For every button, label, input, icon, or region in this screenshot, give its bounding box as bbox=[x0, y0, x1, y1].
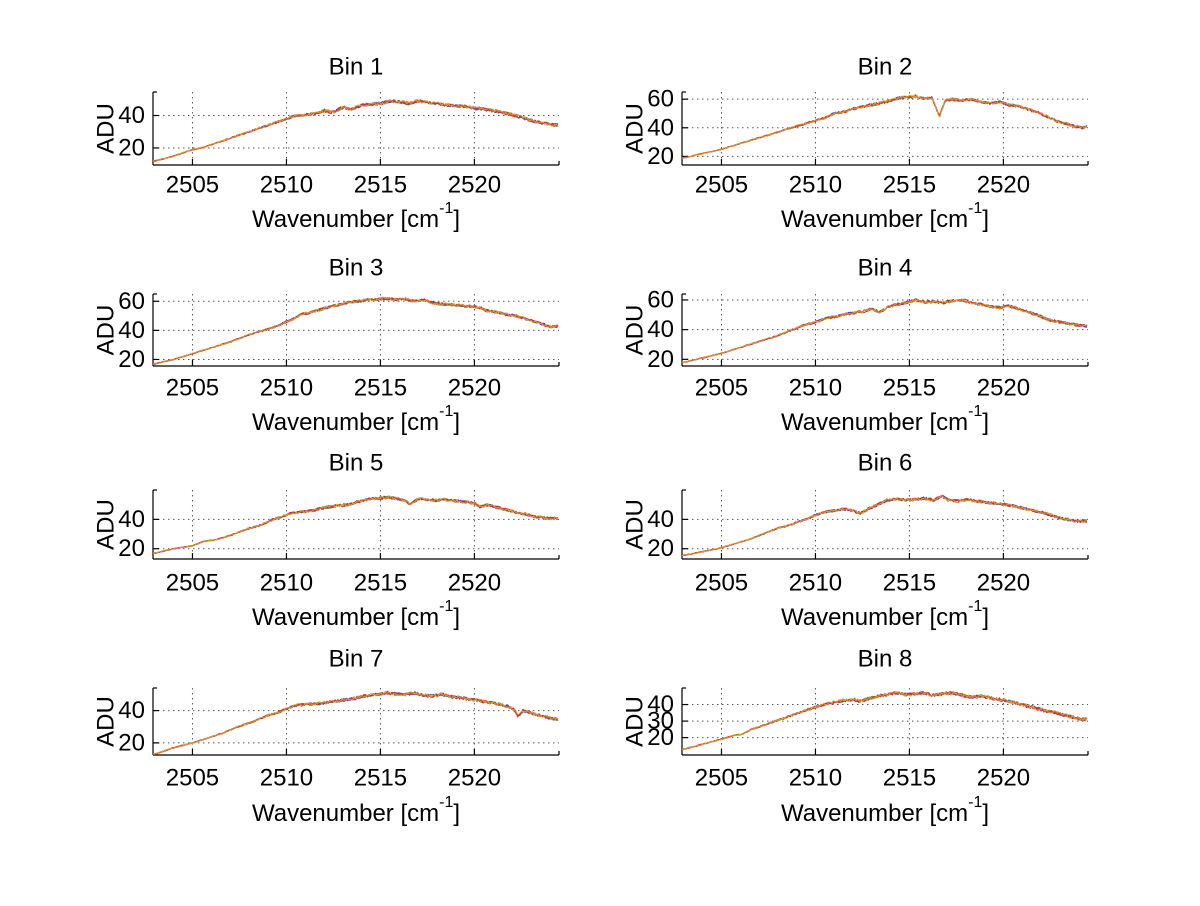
y-tick-label: 40 bbox=[647, 691, 674, 718]
subplot-title: Bin 3 bbox=[329, 255, 384, 282]
spectrum-trace bbox=[681, 691, 1088, 750]
x-axis-label: Wavenumber [cm-1] bbox=[252, 200, 460, 233]
x-tick-label: 2505 bbox=[695, 375, 748, 402]
spectrum-trace bbox=[681, 94, 1088, 159]
x-tick-label: 2510 bbox=[789, 375, 842, 402]
spectrum-trace bbox=[681, 494, 1088, 557]
x-tick-label: 2510 bbox=[789, 765, 842, 792]
y-tick-label: 30 bbox=[647, 708, 674, 735]
x-tick-label: 2515 bbox=[883, 172, 936, 199]
x-tick-label: 2515 bbox=[354, 570, 407, 597]
spectrum-trace bbox=[152, 495, 559, 554]
x-axis-label: Wavenumber [cm-1] bbox=[252, 598, 460, 631]
y-tick-label: 40 bbox=[647, 316, 674, 343]
x-tick-label: 2515 bbox=[883, 765, 936, 792]
x-tick-label: 2510 bbox=[789, 172, 842, 199]
y-tick-label: 40 bbox=[647, 114, 674, 141]
y-axis-label: ADU bbox=[622, 305, 649, 356]
y-tick-label: 40 bbox=[118, 697, 145, 724]
y-tick-label: 20 bbox=[647, 724, 674, 751]
subplot-bin-1: 2505 2510 2515 2520 20 40 Bin 1 ADU Wavenumber [… bbox=[93, 54, 560, 233]
subplot-title: Bin 6 bbox=[858, 450, 913, 477]
x-axis-label: Wavenumber [cm-1] bbox=[781, 794, 989, 827]
y-axis-label: ADU bbox=[93, 696, 120, 747]
x-axis-label: Wavenumber [cm-1] bbox=[252, 403, 460, 436]
x-tick-label: 2520 bbox=[448, 570, 501, 597]
y-axis-label: ADU bbox=[622, 499, 649, 550]
y-tick-label: 60 bbox=[647, 286, 674, 313]
x-tick-label: 2505 bbox=[695, 570, 748, 597]
x-axis-label: Wavenumber [cm-1] bbox=[781, 403, 989, 436]
y-tick-label: 20 bbox=[647, 143, 674, 170]
subplot-title: Bin 2 bbox=[858, 54, 913, 81]
y-tick-label: 40 bbox=[118, 317, 145, 344]
x-tick-label: 2520 bbox=[977, 375, 1030, 402]
y-tick-label: 20 bbox=[118, 729, 145, 756]
x-axis-label: Wavenumber [cm-1] bbox=[781, 200, 989, 233]
x-tick-label: 2520 bbox=[977, 570, 1030, 597]
subplot-bin-4: 2505 2510 2515 2520 20 40 60 Bin 4 ADU Wavenumber… bbox=[622, 255, 1089, 436]
subplot-bin-7: 2505 2510 2515 2520 20 40 Bin 7 ADU Wavenumber [… bbox=[93, 646, 560, 827]
x-tick-label: 2520 bbox=[448, 375, 501, 402]
x-tick-label: 2505 bbox=[695, 765, 748, 792]
x-tick-label: 2505 bbox=[695, 172, 748, 199]
x-tick-label: 2510 bbox=[260, 375, 313, 402]
y-axis-label: ADU bbox=[93, 103, 120, 154]
subplot-title: Bin 7 bbox=[329, 646, 384, 673]
x-tick-label: 2515 bbox=[883, 375, 936, 402]
y-tick-label: 20 bbox=[118, 535, 145, 562]
x-axis-label: Wavenumber [cm-1] bbox=[781, 598, 989, 631]
y-axis-label: ADU bbox=[93, 499, 120, 550]
x-tick-label: 2505 bbox=[166, 570, 219, 597]
spectrum-trace bbox=[681, 298, 1088, 363]
x-tick-label: 2520 bbox=[977, 172, 1030, 199]
spectrum-trace bbox=[152, 691, 559, 755]
x-tick-label: 2515 bbox=[354, 375, 407, 402]
y-tick-label: 20 bbox=[647, 535, 674, 562]
y-tick-label: 20 bbox=[647, 346, 674, 373]
x-tick-label: 2520 bbox=[448, 172, 501, 199]
x-tick-label: 2505 bbox=[166, 765, 219, 792]
x-tick-label: 2505 bbox=[166, 375, 219, 402]
x-tick-label: 2510 bbox=[789, 570, 842, 597]
x-axis-label: Wavenumber [cm-1] bbox=[252, 794, 460, 827]
x-tick-label: 2510 bbox=[260, 570, 313, 597]
y-axis-label: ADU bbox=[93, 305, 120, 356]
y-tick-label: 20 bbox=[118, 134, 145, 161]
x-tick-label: 2505 bbox=[166, 172, 219, 199]
y-tick-label: 40 bbox=[647, 506, 674, 533]
x-tick-label: 2515 bbox=[883, 570, 936, 597]
y-axis-label: ADU bbox=[622, 103, 649, 154]
x-tick-label: 2520 bbox=[977, 765, 1030, 792]
y-tick-label: 60 bbox=[647, 86, 674, 113]
subplot-title: Bin 1 bbox=[329, 54, 384, 81]
subplot-title: Bin 8 bbox=[858, 646, 913, 673]
y-tick-label: 40 bbox=[118, 102, 145, 129]
x-tick-label: 2515 bbox=[354, 172, 407, 199]
subplot-title: Bin 4 bbox=[858, 255, 913, 282]
y-tick-label: 60 bbox=[118, 288, 145, 315]
spectrum-trace bbox=[152, 99, 559, 162]
x-tick-label: 2520 bbox=[448, 765, 501, 792]
spectrum-trace bbox=[152, 691, 559, 755]
y-axis-label: ADU bbox=[622, 696, 649, 747]
y-tick-label: 20 bbox=[118, 346, 145, 373]
spectrum-trace bbox=[152, 296, 559, 365]
x-tick-label: 2510 bbox=[260, 765, 313, 792]
subplot-title: Bin 5 bbox=[329, 450, 384, 477]
x-tick-label: 2515 bbox=[354, 765, 407, 792]
y-tick-label: 40 bbox=[118, 506, 145, 533]
x-tick-label: 2510 bbox=[260, 172, 313, 199]
